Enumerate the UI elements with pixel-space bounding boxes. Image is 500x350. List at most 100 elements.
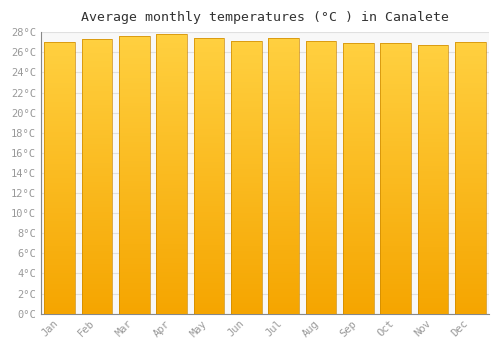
Bar (44, 116, 75, 118)
Bar (231, 123, 262, 126)
Bar (343, 230, 374, 232)
Bar (44, 126, 75, 129)
Bar (119, 191, 150, 194)
Bar (156, 129, 187, 132)
Bar (418, 265, 448, 268)
Bar (306, 202, 336, 205)
Bar (156, 185, 187, 188)
Bar (156, 76, 187, 79)
Bar (343, 116, 374, 119)
Bar (82, 179, 112, 182)
Bar (156, 34, 187, 37)
Bar (455, 308, 486, 311)
Bar (343, 57, 374, 60)
Bar (44, 105, 75, 107)
Bar (231, 120, 262, 123)
Bar (119, 131, 150, 133)
Bar (455, 56, 486, 58)
Bar (82, 253, 112, 256)
Bar (82, 206, 112, 209)
Bar (306, 226, 336, 229)
Bar (306, 308, 336, 311)
Bar (82, 311, 112, 314)
Bar (306, 169, 336, 172)
Bar (119, 103, 150, 106)
Bar (44, 181, 75, 183)
Bar (343, 165, 374, 168)
Bar (343, 265, 374, 268)
Bar (455, 164, 486, 167)
Bar (44, 151, 75, 154)
Bar (82, 53, 112, 56)
Bar (194, 146, 224, 148)
Bar (455, 219, 486, 222)
Bar (156, 294, 187, 297)
Bar (455, 224, 486, 227)
Bar (268, 228, 299, 231)
Bar (156, 140, 187, 143)
Bar (455, 107, 486, 110)
Bar (231, 134, 262, 136)
Bar (380, 187, 411, 189)
Bar (231, 71, 262, 74)
Bar (119, 36, 150, 39)
Bar (455, 129, 486, 132)
Bar (380, 162, 411, 165)
Bar (380, 92, 411, 94)
Bar (156, 199, 187, 202)
Bar (119, 100, 150, 103)
Bar (418, 93, 448, 96)
Bar (194, 289, 224, 292)
Bar (418, 142, 448, 145)
Bar (44, 154, 75, 156)
Bar (194, 187, 224, 190)
Bar (343, 54, 374, 57)
Bar (380, 276, 411, 279)
Bar (455, 154, 486, 156)
Bar (231, 136, 262, 139)
Bar (418, 147, 448, 150)
Bar (268, 242, 299, 245)
Bar (231, 259, 262, 262)
Bar (194, 220, 224, 223)
Bar (82, 220, 112, 223)
Bar (231, 44, 262, 47)
Bar (268, 138, 299, 140)
Bar (380, 306, 411, 308)
Bar (455, 194, 486, 197)
Bar (231, 262, 262, 265)
Bar (343, 306, 374, 308)
Bar (231, 128, 262, 131)
Bar (306, 159, 336, 161)
Bar (156, 191, 187, 194)
Bar (231, 74, 262, 77)
Bar (82, 146, 112, 149)
Bar (194, 63, 224, 66)
Bar (82, 141, 112, 144)
Bar (418, 198, 448, 201)
Bar (268, 157, 299, 160)
Bar (380, 170, 411, 173)
Bar (268, 300, 299, 303)
Bar (231, 60, 262, 63)
Bar (44, 222, 75, 224)
Bar (306, 161, 336, 164)
Bar (418, 247, 448, 249)
Bar (418, 231, 448, 233)
Bar (119, 83, 150, 86)
Bar (231, 292, 262, 295)
Bar (156, 37, 187, 40)
Bar (44, 300, 75, 303)
Bar (231, 202, 262, 205)
Bar (119, 269, 150, 272)
Bar (156, 112, 187, 115)
Bar (156, 121, 187, 124)
Bar (194, 140, 224, 143)
Bar (343, 100, 374, 103)
Bar (306, 118, 336, 120)
Bar (268, 206, 299, 209)
Bar (343, 238, 374, 241)
Bar (156, 163, 187, 166)
Bar (455, 230, 486, 232)
Bar (82, 50, 112, 53)
